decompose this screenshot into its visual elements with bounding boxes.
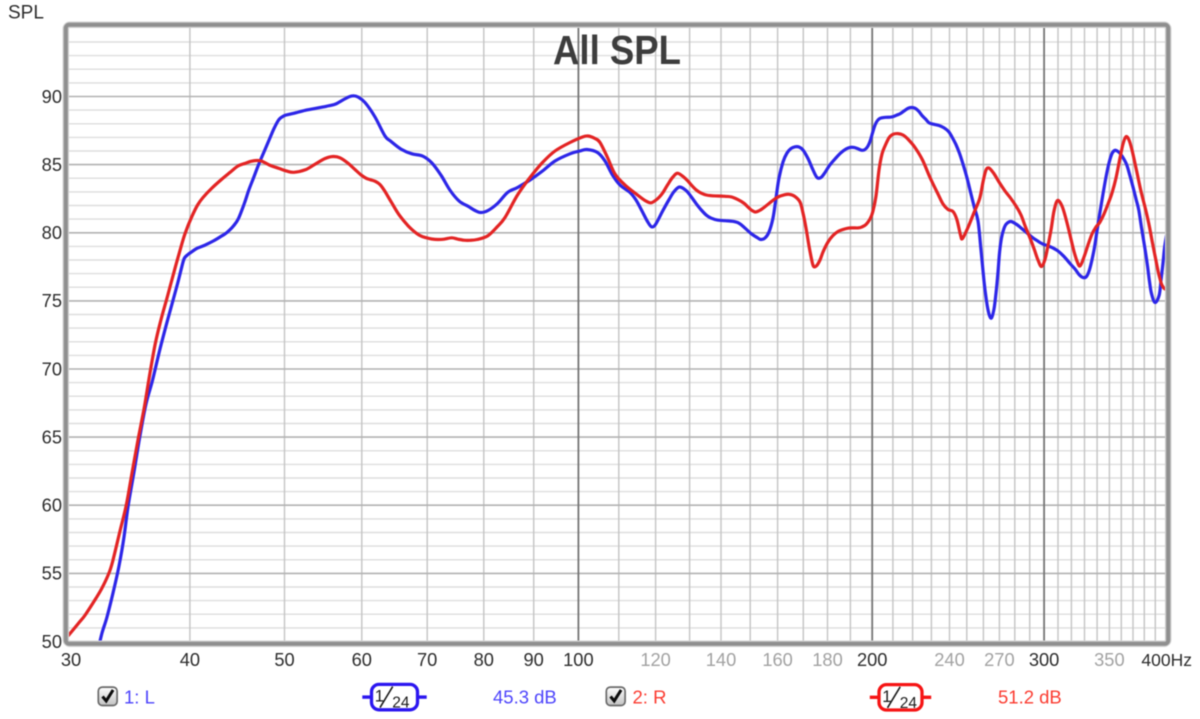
svg-text:400Hz: 400Hz [1141, 650, 1192, 670]
svg-text:270: 270 [984, 649, 1015, 670]
svg-text:100: 100 [563, 649, 594, 670]
svg-text:90: 90 [524, 649, 544, 670]
svg-text:SPL: SPL [8, 3, 44, 24]
svg-text:90: 90 [42, 86, 62, 107]
svg-text:160: 160 [762, 649, 793, 670]
svg-text:240: 240 [934, 649, 965, 670]
svg-text:All SPL: All SPL [553, 27, 681, 73]
svg-text:80: 80 [474, 649, 494, 670]
svg-text:350: 350 [1094, 649, 1125, 670]
svg-text:180: 180 [812, 649, 843, 670]
svg-text:24: 24 [900, 695, 918, 712]
svg-text:30: 30 [61, 649, 81, 670]
svg-text:200: 200 [857, 649, 888, 670]
svg-text:85: 85 [42, 154, 62, 175]
svg-text:50: 50 [42, 631, 62, 652]
svg-text:1: 1 [375, 688, 384, 706]
svg-text:70: 70 [417, 649, 437, 670]
svg-text:55: 55 [42, 563, 62, 584]
svg-text:51.2 dB: 51.2 dB [998, 687, 1062, 708]
svg-text:80: 80 [42, 222, 62, 243]
svg-text:1: L: 1: L [124, 687, 155, 708]
svg-text:1: 1 [882, 688, 891, 706]
svg-text:40: 40 [180, 649, 200, 670]
svg-text:300: 300 [1029, 649, 1060, 670]
svg-text:140: 140 [706, 649, 737, 670]
svg-text:45.3 dB: 45.3 dB [493, 687, 557, 708]
svg-text:120: 120 [640, 649, 671, 670]
svg-text:24: 24 [392, 695, 410, 712]
svg-text:50: 50 [274, 649, 294, 670]
svg-text:60: 60 [42, 495, 62, 516]
svg-text:65: 65 [42, 426, 62, 447]
svg-text:2: R: 2: R [633, 687, 667, 708]
svg-text:75: 75 [42, 290, 62, 311]
svg-text:70: 70 [42, 358, 62, 379]
svg-text:60: 60 [352, 649, 372, 670]
